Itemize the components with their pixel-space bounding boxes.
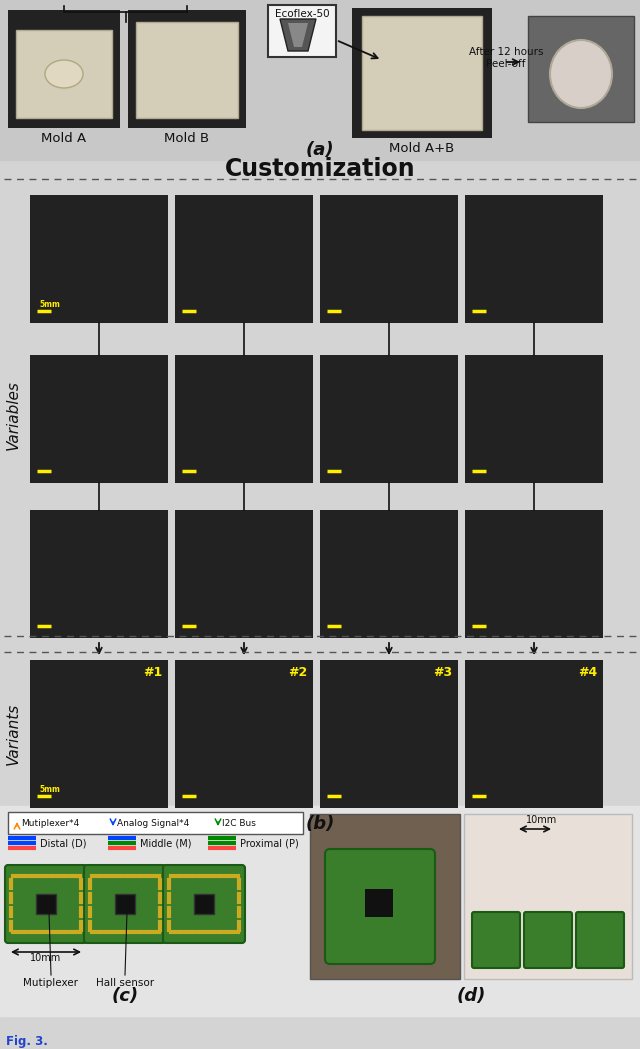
Text: Proximal (P): Proximal (P) <box>240 838 299 848</box>
Text: (b): (b) <box>305 815 335 833</box>
Text: Variables: Variables <box>6 380 20 450</box>
Text: After 12 hours: After 12 hours <box>468 47 543 57</box>
FancyBboxPatch shape <box>163 865 245 943</box>
Bar <box>320 510 458 638</box>
FancyBboxPatch shape <box>5 865 87 943</box>
Bar <box>30 355 168 483</box>
Bar <box>465 510 603 638</box>
Bar <box>175 510 313 638</box>
Bar <box>30 195 168 323</box>
Bar <box>465 660 603 808</box>
Bar <box>136 22 238 117</box>
FancyBboxPatch shape <box>84 865 166 943</box>
Bar <box>362 16 482 130</box>
Bar <box>0 0 640 160</box>
Ellipse shape <box>45 60 83 88</box>
Bar <box>465 195 603 323</box>
Text: 10mm: 10mm <box>30 952 61 963</box>
Bar <box>320 195 458 323</box>
Bar <box>320 660 458 808</box>
Text: #1: #1 <box>143 666 162 679</box>
Bar <box>528 16 634 122</box>
Text: #4: #4 <box>578 666 597 679</box>
Text: Analog Signal*4: Analog Signal*4 <box>117 818 189 828</box>
FancyBboxPatch shape <box>524 912 572 968</box>
Text: 5mm: 5mm <box>39 785 60 794</box>
Text: Mutiplexer: Mutiplexer <box>24 978 79 988</box>
Bar <box>16 30 112 117</box>
Text: Variants: Variants <box>6 703 20 765</box>
Bar <box>320 355 458 483</box>
Text: Customization: Customization <box>225 157 415 181</box>
Text: Mold B: Mold B <box>164 131 209 145</box>
Text: 5mm: 5mm <box>39 300 60 309</box>
Bar <box>352 8 492 138</box>
Bar <box>175 195 313 323</box>
Polygon shape <box>288 23 308 47</box>
Bar <box>30 660 168 808</box>
Text: (c): (c) <box>111 987 139 1005</box>
Text: I2C Bus: I2C Bus <box>222 818 256 828</box>
Bar <box>30 510 168 638</box>
Text: 10mm: 10mm <box>526 815 557 825</box>
Text: Distal (D): Distal (D) <box>40 838 86 848</box>
Bar <box>310 814 460 979</box>
Bar <box>268 5 336 57</box>
FancyBboxPatch shape <box>325 849 435 964</box>
Bar <box>36 894 56 914</box>
Text: #2: #2 <box>288 666 307 679</box>
Bar <box>465 355 603 483</box>
Polygon shape <box>280 19 316 51</box>
Text: Hall sensor: Hall sensor <box>96 978 154 988</box>
Bar <box>115 894 135 914</box>
Bar <box>8 10 120 128</box>
Bar <box>464 814 632 979</box>
Text: Middle (M): Middle (M) <box>140 838 191 848</box>
Text: Mutiplexer*4: Mutiplexer*4 <box>21 818 79 828</box>
Bar <box>8 812 303 834</box>
FancyBboxPatch shape <box>472 912 520 968</box>
FancyBboxPatch shape <box>576 912 624 968</box>
Bar <box>194 894 214 914</box>
Ellipse shape <box>550 40 612 108</box>
Text: Ecoflex-50: Ecoflex-50 <box>275 9 330 19</box>
Bar <box>175 660 313 808</box>
Bar <box>0 806 640 1016</box>
Text: (d): (d) <box>456 987 486 1005</box>
Text: Mold A+B: Mold A+B <box>389 142 454 154</box>
Text: Peel-off: Peel-off <box>486 59 525 69</box>
Bar <box>175 355 313 483</box>
Text: (a): (a) <box>306 141 334 159</box>
Text: Fig. 3.: Fig. 3. <box>6 1035 48 1049</box>
Text: #3: #3 <box>433 666 452 679</box>
Bar <box>128 10 246 128</box>
Text: Mold A: Mold A <box>42 131 86 145</box>
Bar <box>365 889 393 917</box>
